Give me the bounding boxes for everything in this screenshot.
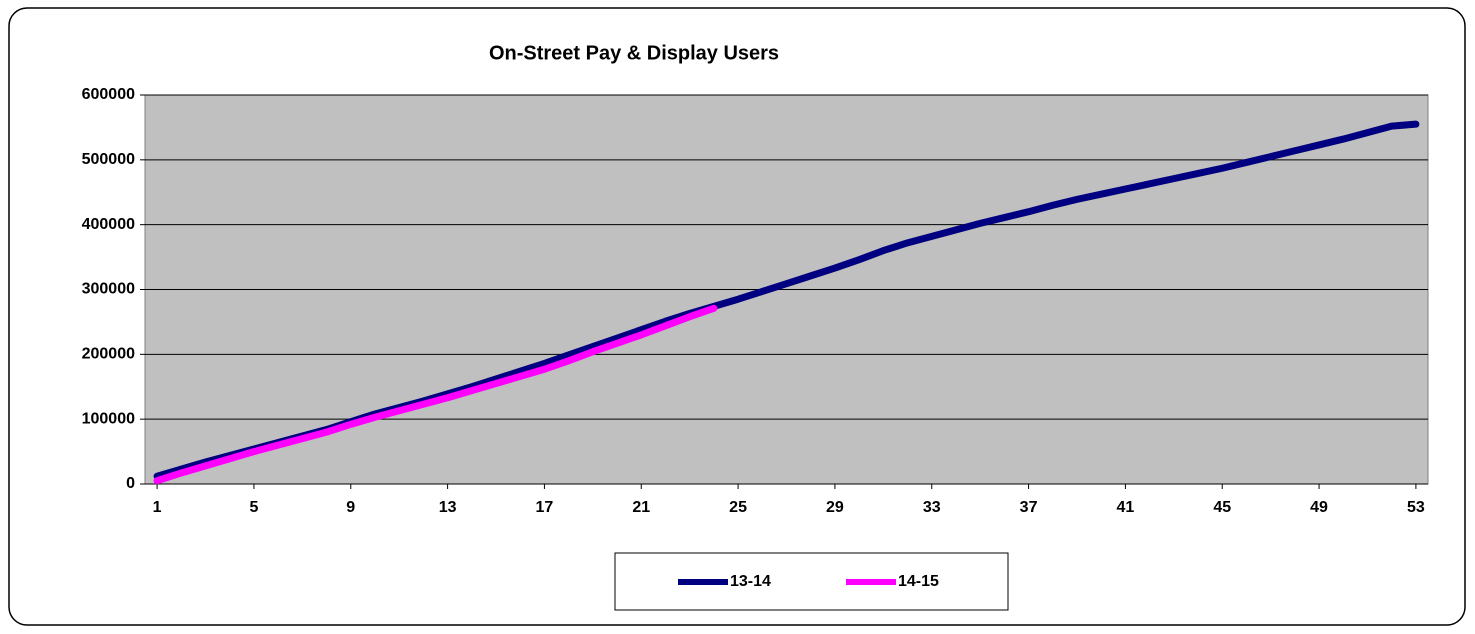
y-tick-label: 0 — [126, 475, 135, 492]
x-tick-label: 29 — [826, 499, 844, 516]
x-tick-label: 17 — [536, 499, 554, 516]
x-tick-label: 21 — [632, 499, 650, 516]
legend-label: 14-15 — [898, 573, 939, 590]
x-tick-label: 9 — [346, 499, 355, 516]
series-line — [153, 304, 718, 485]
x-tick-label: 13 — [439, 499, 457, 516]
legend-label: 13-14 — [730, 573, 771, 590]
x-tick-label: 45 — [1213, 499, 1231, 516]
y-tick-label: 100000 — [82, 410, 135, 427]
y-tick-label: 400000 — [82, 216, 135, 233]
x-tick-label: 33 — [923, 499, 941, 516]
x-tick-label: 1 — [153, 499, 162, 516]
y-tick-label: 600000 — [82, 86, 135, 103]
x-tick-label: 25 — [729, 499, 747, 516]
x-tick-label: 37 — [1020, 499, 1038, 516]
y-tick-label: 300000 — [82, 281, 135, 298]
x-tick-label: 53 — [1407, 499, 1425, 516]
chart-title: On-Street Pay & Display Users — [489, 42, 779, 64]
x-tick-label: 41 — [1117, 499, 1135, 516]
y-tick-label: 500000 — [82, 151, 135, 168]
x-tick-label: 49 — [1310, 499, 1328, 516]
x-tick-label: 5 — [249, 499, 258, 516]
y-tick-label: 200000 — [82, 346, 135, 363]
legend — [614, 552, 1009, 611]
